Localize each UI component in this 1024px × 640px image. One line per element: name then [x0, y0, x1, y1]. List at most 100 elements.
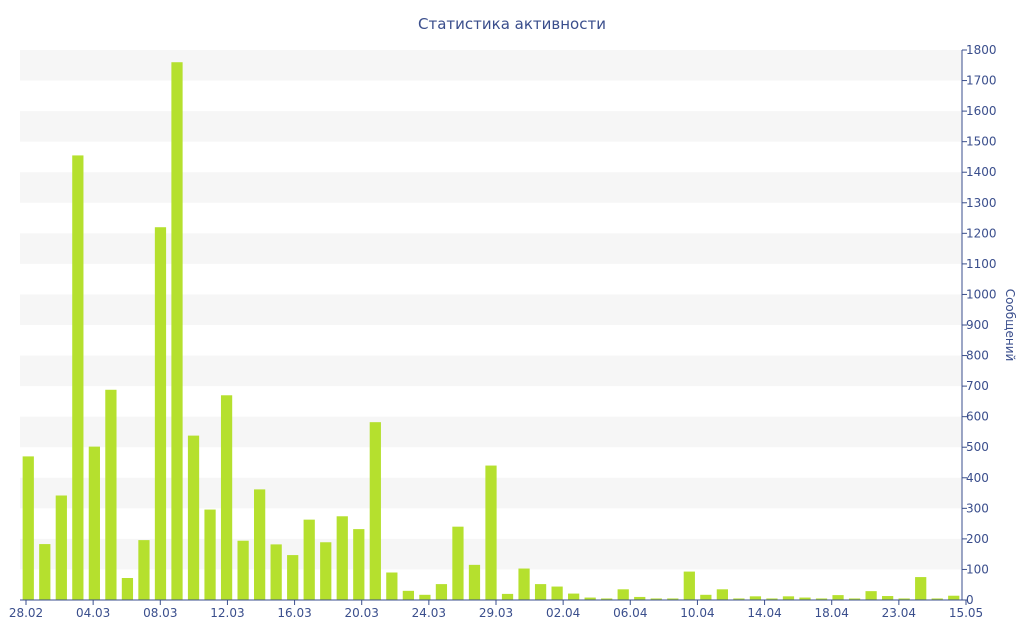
bar	[419, 594, 431, 600]
bar	[948, 595, 960, 600]
bar	[799, 597, 811, 600]
x-tick-label: 08.03	[143, 606, 177, 620]
x-axis-ticks: 28.02 04.03 08.03 12.03 16.03 20.03 24.03 29.03…	[9, 600, 983, 620]
bar	[766, 598, 778, 600]
bar	[865, 591, 877, 600]
x-tick-label: 18.04	[815, 606, 849, 620]
x-tick-label: 10.04	[680, 606, 714, 620]
bar	[584, 597, 596, 600]
bar	[204, 509, 216, 600]
x-tick-label: 29.03	[479, 606, 513, 620]
y-tick-label: 1700	[966, 74, 997, 88]
bar	[452, 526, 464, 600]
bar	[72, 155, 84, 601]
grid-band	[20, 111, 962, 142]
bar	[55, 495, 67, 600]
bar	[468, 564, 481, 600]
x-tick-label: 02.04	[546, 606, 580, 620]
bar	[617, 589, 629, 600]
bar	[254, 489, 266, 600]
y-tick-label: 1400	[966, 165, 997, 179]
y-tick-label: 300	[966, 501, 989, 515]
bar	[88, 446, 100, 600]
y-tick-label: 1300	[966, 196, 997, 210]
bar	[601, 598, 613, 600]
bar	[882, 596, 894, 600]
x-tick-label: 24.03	[412, 606, 446, 620]
bar	[287, 555, 299, 600]
bar	[700, 594, 712, 600]
bars	[22, 62, 960, 601]
bar	[154, 227, 167, 600]
bar	[39, 544, 51, 600]
bar	[336, 516, 348, 600]
bar	[733, 598, 745, 600]
bar	[716, 589, 728, 600]
bar	[832, 595, 844, 600]
bar	[683, 571, 695, 600]
x-tick-label: 04.03	[76, 606, 110, 620]
y-tick-label: 900	[966, 318, 989, 332]
y-tick-label: 1100	[966, 257, 997, 271]
grid-band	[20, 50, 962, 81]
bar	[485, 465, 497, 600]
bar	[22, 456, 34, 600]
bar	[105, 389, 117, 600]
y-tick-label: 700	[966, 379, 989, 393]
bar	[121, 578, 134, 600]
x-tick-label: 23.04	[882, 606, 916, 620]
y-tick-label: 1800	[966, 43, 997, 57]
y-tick-label: 600	[966, 410, 989, 424]
y-tick-label: 100	[966, 562, 989, 576]
bar	[270, 544, 282, 600]
y-axis-ticks: 0 100 200 300 400 500 600 700 800 900 1000 1100 1200…	[962, 43, 997, 607]
bar	[782, 596, 795, 600]
bar	[815, 598, 828, 600]
bar	[303, 519, 315, 600]
bar	[501, 593, 514, 600]
y-tick-label: 200	[966, 532, 989, 546]
y-tick-label: 500	[966, 440, 989, 454]
bar	[568, 593, 580, 600]
x-tick-label: 15.05	[949, 606, 983, 620]
y-tick-label: 400	[966, 471, 989, 485]
bar	[650, 598, 662, 600]
bar	[915, 577, 927, 600]
bar	[386, 572, 398, 600]
bar	[237, 540, 249, 600]
chart-title: Статистика активности	[418, 15, 606, 33]
bar	[435, 584, 448, 600]
bar	[138, 540, 150, 600]
x-tick-label: 14.04	[747, 606, 781, 620]
x-tick-label: 16.03	[277, 606, 311, 620]
grid-band	[20, 172, 962, 203]
x-tick-label: 20.03	[345, 606, 379, 620]
y-axis-title: Сообщений	[1003, 289, 1017, 362]
y-tick-label: 1600	[966, 104, 997, 118]
y-tick-label: 1500	[966, 135, 997, 149]
x-tick-label: 06.04	[613, 606, 647, 620]
bar	[931, 598, 943, 600]
bar	[518, 568, 530, 600]
y-tick-label: 0	[966, 593, 974, 607]
x-tick-label: 12.03	[210, 606, 244, 620]
y-tick-label: 1200	[966, 226, 997, 240]
x-tick-label: 28.02	[9, 606, 43, 620]
bar	[551, 586, 563, 600]
y-tick-label: 800	[966, 349, 989, 363]
y-tick-label: 1000	[966, 287, 997, 301]
bar	[220, 395, 233, 600]
bar	[187, 435, 200, 600]
bar	[749, 596, 762, 600]
bar	[402, 590, 414, 600]
bar	[898, 598, 910, 600]
bar	[667, 598, 679, 600]
bar	[534, 584, 547, 600]
bar	[353, 529, 365, 600]
bar	[369, 422, 381, 600]
bar	[171, 62, 183, 601]
bar	[634, 596, 646, 600]
bar	[848, 598, 861, 600]
bar	[320, 542, 332, 600]
